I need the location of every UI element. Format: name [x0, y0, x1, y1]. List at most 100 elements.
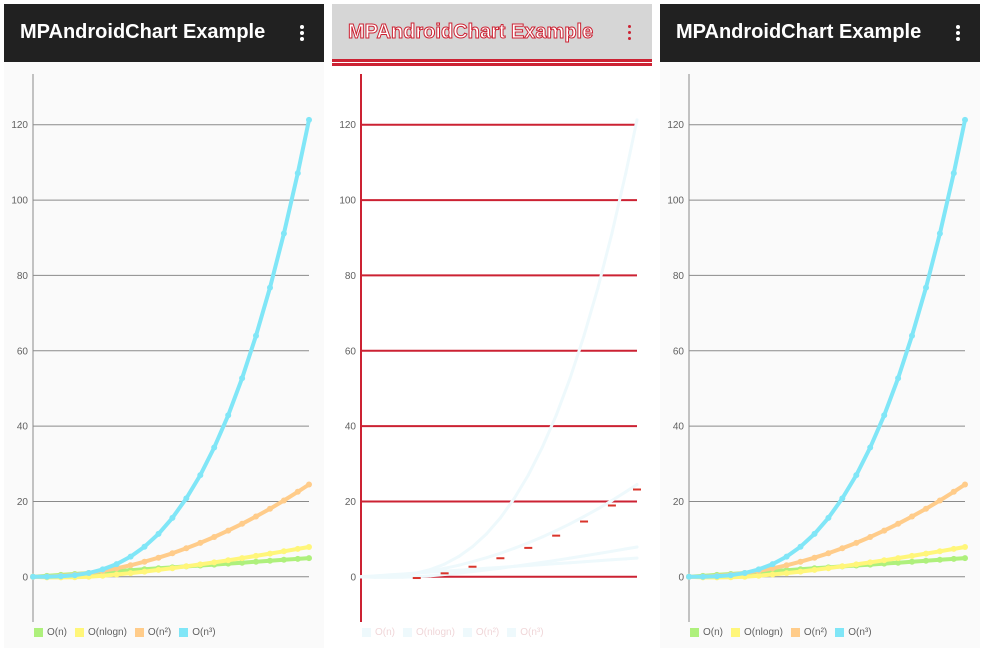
app-toolbar: MPAndroidChart Example	[660, 4, 980, 62]
data-point	[923, 550, 929, 557]
more-vert-icon[interactable]	[616, 19, 644, 47]
data-point	[596, 286, 600, 290]
data-point	[429, 574, 433, 578]
data-point	[582, 560, 586, 564]
data-point	[699, 573, 706, 580]
data-point	[211, 534, 218, 540]
legend-item: O(n)	[690, 627, 723, 638]
data-point	[127, 570, 134, 577]
data-point	[267, 505, 273, 512]
data-point	[183, 495, 190, 502]
data-point	[387, 574, 391, 578]
legend-label: O(nlogn)	[744, 626, 783, 638]
data-point	[596, 507, 600, 511]
y-tick-label: 0	[350, 572, 356, 583]
data-point	[797, 543, 804, 550]
data-point	[485, 568, 488, 572]
data-point	[99, 572, 106, 579]
data-point	[294, 555, 301, 562]
legend-item: O(n³)	[507, 627, 544, 638]
data-point	[624, 557, 628, 561]
legend-item: O(n)	[34, 627, 67, 638]
data-point	[741, 570, 748, 576]
y-tick-label: 0	[678, 572, 684, 583]
data-point	[797, 558, 804, 565]
legend-swatch	[690, 627, 699, 637]
data-point	[415, 571, 419, 575]
legend-swatch	[75, 627, 84, 637]
data-point	[596, 559, 600, 563]
data-point	[429, 567, 433, 571]
line-chart[interactable]: 0 20 40 60 80 100 120	[4, 62, 324, 624]
data-point	[839, 495, 846, 502]
data-point	[936, 497, 943, 504]
y-tick-label: 80	[17, 271, 29, 282]
data-point	[457, 571, 461, 575]
data-point	[280, 497, 287, 504]
data-point	[554, 413, 558, 417]
data-point	[253, 513, 259, 520]
legend-swatch	[790, 627, 800, 637]
legend-swatch	[179, 627, 189, 637]
data-point	[294, 488, 301, 495]
legend-swatch	[362, 627, 371, 637]
data-point	[457, 563, 461, 567]
more-vert-icon[interactable]	[288, 19, 316, 47]
line-chart[interactable]: 0 20 40 60 80 100 120	[332, 62, 652, 624]
data-point	[540, 560, 544, 564]
data-point	[867, 444, 874, 451]
data-point	[239, 559, 246, 566]
y-tick-label: 60	[345, 346, 357, 357]
data-point	[635, 545, 639, 549]
legend-label: O(n)	[703, 626, 723, 638]
data-point	[197, 561, 204, 568]
data-point	[225, 412, 232, 419]
data-point	[610, 499, 614, 502]
data-point	[359, 575, 363, 579]
chart-legend: O(n) O(nlogn) O(n²) O(n³)	[34, 625, 216, 639]
data-point	[401, 573, 405, 577]
data-point	[43, 573, 50, 580]
data-point	[610, 558, 614, 562]
y-tick-label: 20	[345, 497, 357, 508]
data-point	[909, 513, 915, 520]
legend-swatch	[403, 627, 412, 637]
data-point	[280, 230, 287, 237]
toolbar-title: MPAndroidChart Example	[676, 21, 922, 43]
data-point	[867, 534, 874, 540]
legend-item: O(n³)	[835, 627, 872, 638]
data-point	[755, 566, 762, 573]
legend-label: O(nlogn)	[416, 626, 455, 638]
chart-legend: O(n) O(nlogn) O(n²) O(n³)	[690, 625, 872, 639]
data-point	[936, 230, 943, 237]
data-point	[294, 545, 301, 552]
data-point	[881, 527, 888, 534]
data-point	[498, 516, 502, 520]
data-point	[71, 572, 78, 579]
data-point	[755, 572, 762, 579]
line-chart[interactable]: 0 20 40 60 80 100 120	[660, 62, 980, 624]
chart-screen-left: MPAndroidChart Example 0 20 40 60 80 100 120 O…	[4, 4, 324, 648]
series-line-2	[359, 483, 639, 579]
data-point	[85, 570, 92, 576]
data-point	[950, 555, 957, 562]
more-vert-icon[interactable]	[944, 19, 972, 47]
app-toolbar: MPAndroidChart Example	[332, 4, 652, 62]
data-point	[950, 488, 957, 495]
y-tick-label: 60	[673, 346, 685, 357]
glitch-fragment	[580, 520, 589, 523]
data-point	[457, 555, 461, 559]
data-point	[811, 554, 818, 561]
data-point	[923, 284, 929, 291]
data-point	[443, 566, 447, 570]
glitch-fragment	[468, 565, 477, 568]
y-tick-label: 100	[667, 196, 684, 207]
data-point	[895, 375, 902, 382]
data-point	[239, 520, 246, 527]
y-tick-label: 0	[22, 572, 28, 583]
data-point	[471, 545, 474, 549]
chart-screen-glitched: MPAndroidChart Example 0 20 40 60 80 100 120 O…	[332, 4, 652, 648]
data-point	[512, 496, 516, 500]
legend-item: O(nlogn)	[75, 627, 127, 638]
chart-legend: O(n) O(nlogn) O(n²) O(n³)	[362, 625, 544, 639]
